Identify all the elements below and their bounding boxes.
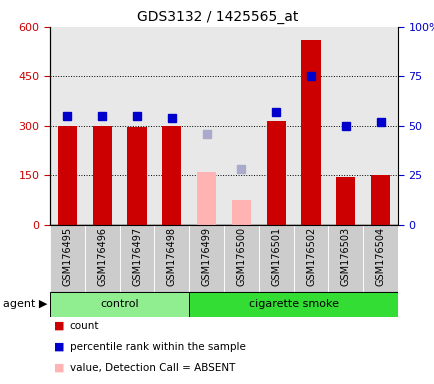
Bar — [231, 200, 250, 225]
Text: ■: ■ — [54, 321, 65, 331]
Text: GSM176498: GSM176498 — [167, 227, 176, 286]
Bar — [92, 126, 112, 225]
Bar — [293, 225, 328, 292]
Bar — [154, 225, 189, 292]
Text: percentile rank within the sample: percentile rank within the sample — [69, 342, 245, 352]
Bar — [370, 175, 389, 225]
Text: control: control — [100, 299, 138, 310]
Text: GSM176502: GSM176502 — [306, 227, 315, 286]
Bar — [197, 172, 216, 225]
Bar — [258, 225, 293, 292]
Bar — [266, 121, 285, 225]
Text: value, Detection Call = ABSENT: value, Detection Call = ABSENT — [69, 363, 234, 373]
Text: GSM176497: GSM176497 — [132, 227, 141, 286]
Text: count: count — [69, 321, 99, 331]
Bar — [301, 40, 320, 225]
Bar — [189, 225, 224, 292]
Text: GSM176504: GSM176504 — [375, 227, 385, 286]
Text: GSM176495: GSM176495 — [62, 227, 72, 286]
Text: GSM176501: GSM176501 — [271, 227, 280, 286]
Text: ■: ■ — [54, 342, 65, 352]
Text: GSM176503: GSM176503 — [340, 227, 350, 286]
Bar — [162, 126, 181, 225]
Text: ■: ■ — [54, 363, 65, 373]
Text: agent ▶: agent ▶ — [3, 299, 48, 310]
Text: GSM176500: GSM176500 — [236, 227, 246, 286]
Bar — [224, 225, 258, 292]
Bar — [85, 225, 119, 292]
Bar — [328, 225, 362, 292]
Text: GSM176496: GSM176496 — [97, 227, 107, 286]
Bar — [58, 126, 77, 225]
Bar — [50, 292, 189, 317]
Text: GSM176499: GSM176499 — [201, 227, 211, 286]
Bar — [127, 127, 146, 225]
Bar — [362, 225, 397, 292]
Bar — [189, 292, 397, 317]
Text: GDS3132 / 1425565_at: GDS3132 / 1425565_at — [137, 10, 297, 23]
Text: cigarette smoke: cigarette smoke — [248, 299, 338, 310]
Bar — [335, 177, 355, 225]
Bar — [119, 225, 154, 292]
Bar — [50, 225, 85, 292]
